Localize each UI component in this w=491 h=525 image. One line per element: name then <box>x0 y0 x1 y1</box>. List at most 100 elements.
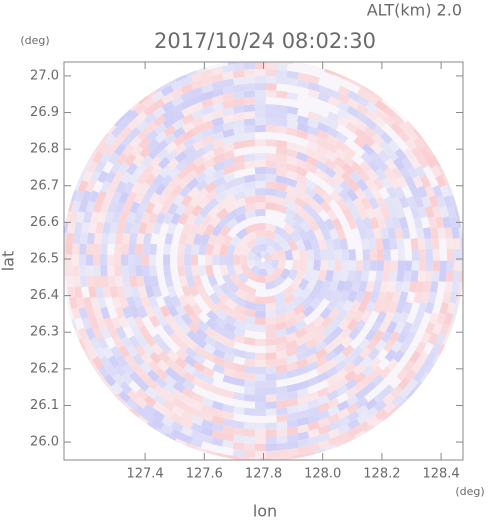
echo-cell <box>343 361 357 375</box>
echo-cell <box>309 297 322 311</box>
echo-cell <box>338 189 351 203</box>
echo-cell <box>431 322 443 336</box>
echo-cell <box>99 375 110 387</box>
echo-cell <box>115 354 128 368</box>
echo-cell <box>160 84 175 97</box>
echo-cell <box>145 285 155 298</box>
echo-cell <box>444 281 453 294</box>
echo-cell <box>104 295 115 309</box>
echo-cell <box>80 285 90 299</box>
echo-cell <box>413 195 425 209</box>
echo-cell <box>78 306 89 320</box>
echo-cell <box>221 403 235 414</box>
echo-cell <box>210 415 224 425</box>
echo-cell <box>291 249 301 261</box>
echo-cell <box>373 400 387 413</box>
echo-cell <box>293 311 307 324</box>
echo-cell <box>254 174 267 182</box>
echo-cell <box>361 143 375 156</box>
echo-cell <box>232 370 245 380</box>
echo-cell <box>285 339 298 350</box>
echo-cell <box>193 155 207 167</box>
echo-cell <box>157 275 167 288</box>
echo-cell <box>327 103 341 115</box>
echo-cell <box>378 186 391 200</box>
echo-cell <box>368 356 382 370</box>
echo-cell <box>222 345 236 356</box>
echo-cell <box>183 354 197 367</box>
echo-cell <box>332 238 342 251</box>
echo-cell <box>265 316 277 325</box>
echo-cell <box>391 113 405 127</box>
echo-cell <box>265 359 277 367</box>
echo-cell <box>175 74 188 82</box>
echo-cell <box>265 223 277 233</box>
echo-cell <box>286 63 300 73</box>
echo-cell <box>152 221 163 235</box>
echo-cell <box>275 392 288 402</box>
x-unit: (deg) <box>455 485 484 498</box>
echo-cell <box>416 351 429 365</box>
echo-cell <box>243 365 256 374</box>
echo-cell <box>137 370 151 384</box>
echo-cell <box>316 417 331 428</box>
echo-cell <box>142 402 157 416</box>
echo-cell <box>184 442 197 450</box>
echo-cell <box>312 323 326 336</box>
echo-cell <box>135 119 150 133</box>
echo-cell <box>432 249 441 261</box>
echo-cell <box>419 372 429 384</box>
echo-cell <box>382 270 391 283</box>
echo-cell <box>286 405 299 415</box>
echo-cell <box>313 331 327 344</box>
echo-cell <box>451 281 460 294</box>
echo-cell <box>211 109 225 120</box>
echo-cell <box>237 236 250 248</box>
echo-cell <box>123 285 133 299</box>
echo-cell <box>142 163 155 177</box>
echo-cell <box>375 238 384 251</box>
echo-cell <box>114 275 124 288</box>
echo-cell <box>142 243 151 255</box>
echo-cell <box>310 269 320 282</box>
echo-cell <box>360 355 374 369</box>
echo-cell <box>134 254 143 266</box>
echo-cell <box>345 402 360 415</box>
echo-cell <box>179 433 193 445</box>
echo-cell <box>275 343 288 352</box>
echo-cell <box>250 244 261 255</box>
echo-cell <box>344 76 357 85</box>
echo-cell <box>341 162 355 176</box>
echo-cell <box>190 302 203 316</box>
echo-cell <box>213 175 227 188</box>
echo-cell <box>265 62 278 70</box>
echo-cell <box>207 274 218 287</box>
echo-cell <box>439 302 449 315</box>
echo-cell <box>153 114 167 127</box>
echo-cell <box>250 265 261 276</box>
echo-cell <box>222 71 235 81</box>
echo-cell <box>284 309 298 321</box>
echo-cell <box>265 216 277 225</box>
echo-cell <box>222 352 236 363</box>
echo-cell <box>149 264 158 277</box>
echo-cell <box>243 379 256 388</box>
echo-cell <box>243 414 256 423</box>
echo-cell <box>72 253 80 266</box>
echo-cell <box>127 254 136 266</box>
echo-cell <box>322 182 335 196</box>
echo-cell <box>181 386 195 399</box>
echo-cell <box>70 317 78 330</box>
echo-cell <box>286 134 299 144</box>
echo-cell <box>270 250 280 261</box>
echo-cell <box>384 291 394 304</box>
echo-cell <box>142 411 156 424</box>
echo-cell <box>112 170 125 184</box>
echo-cell <box>65 264 73 277</box>
echo-cell <box>398 113 409 124</box>
echo-cell <box>136 334 149 348</box>
echo-cell <box>232 69 246 79</box>
echo-cell <box>221 389 235 399</box>
echo-cell <box>453 205 460 218</box>
echo-cell <box>431 353 441 366</box>
